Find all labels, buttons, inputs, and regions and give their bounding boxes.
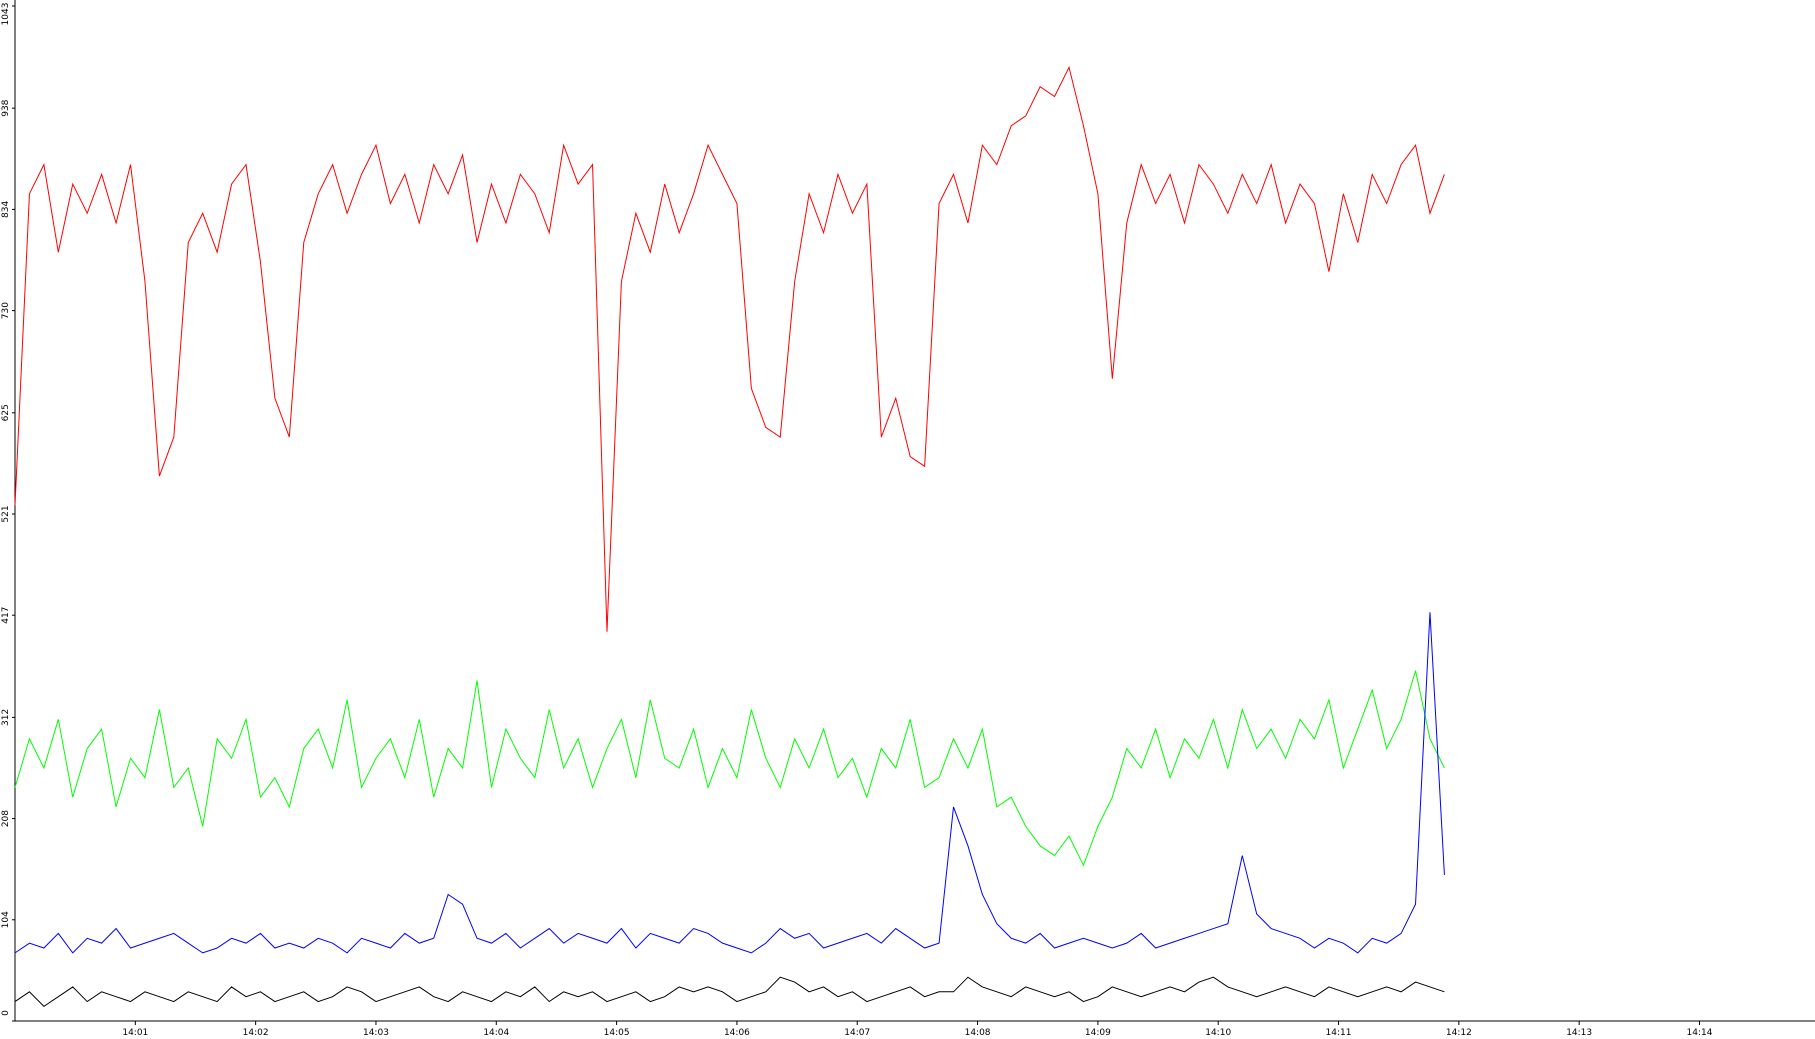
y-tick-label: 730	[1, 302, 11, 319]
series-line	[14, 612, 1445, 954]
x-tick-label: 14:11	[1326, 1028, 1352, 1038]
series-line	[14, 976, 1445, 1008]
y-tick-label: 417	[1, 607, 11, 624]
x-tick-label: 14:05	[604, 1028, 630, 1038]
y-tick-label: 1043	[1, 3, 11, 26]
y-tick-label: 521	[1, 505, 11, 522]
x-tick-label: 14:02	[243, 1028, 269, 1038]
y-tick-label: 625	[1, 404, 11, 421]
x-tick-label: 14:04	[483, 1028, 509, 1038]
series-line	[14, 670, 1445, 867]
x-tick-label: 14:06	[724, 1028, 750, 1038]
y-tick-label: 834	[1, 201, 11, 218]
x-tick-label: 14:07	[844, 1028, 870, 1038]
x-tick-label: 14:03	[363, 1028, 389, 1038]
x-tick-label: 14:08	[965, 1028, 991, 1038]
y-tick-label: 104	[1, 911, 11, 928]
x-tick-label: 14:10	[1205, 1028, 1231, 1038]
y-tick-label: 0	[1, 1010, 11, 1016]
y-tick-label: 312	[1, 709, 11, 726]
series-line	[14, 65, 1445, 632]
x-tick-label: 14:09	[1085, 1028, 1111, 1038]
y-tick-label: 938	[1, 99, 11, 116]
y-tick-label: 208	[1, 810, 11, 827]
x-tick-label: 14:12	[1446, 1028, 1472, 1038]
x-tick-label: 14:01	[122, 1028, 148, 1038]
x-tick-label: 14:14	[1687, 1028, 1713, 1038]
x-tick-label: 14:13	[1566, 1028, 1592, 1038]
